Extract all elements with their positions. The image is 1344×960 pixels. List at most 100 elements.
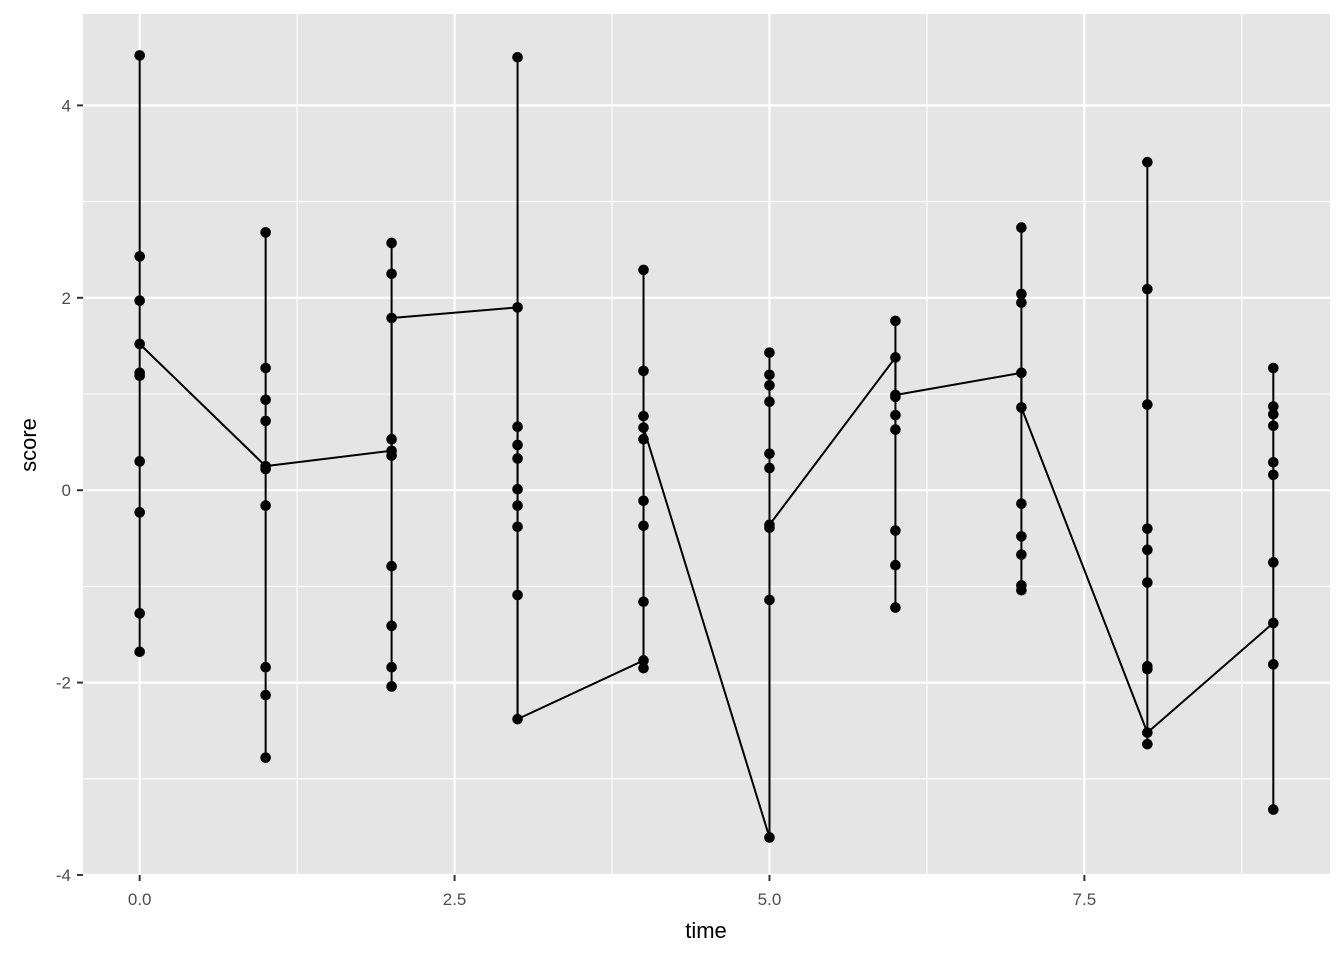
data-point [764,380,775,391]
data-point [1142,523,1153,534]
data-point [638,422,649,433]
data-point [260,463,271,475]
data-point [1016,288,1027,300]
data-point [134,646,145,658]
data-point [260,362,271,374]
data-point [1268,557,1279,568]
data-point [890,391,901,403]
data-point [764,462,775,474]
data-point [134,50,145,61]
y-tick-label: 4 [62,96,71,115]
data-point [1016,498,1027,509]
data-point [1142,544,1153,556]
data-point [134,251,145,262]
data-point [512,500,523,511]
data-point [1016,297,1027,308]
data-point [1016,367,1027,379]
data-point [386,237,397,249]
data-point [134,507,145,518]
x-tick-label: 2.5 [443,890,467,909]
data-point [260,500,271,511]
data-point [134,608,145,619]
y-axis: -4 -2 0 2 4 [56,96,83,885]
data-point [638,596,649,608]
data-point [386,268,397,280]
y-tick-label: -4 [56,866,71,885]
data-point [260,752,271,763]
data-point [260,394,271,406]
data-point [1016,549,1027,560]
data-point [1268,659,1279,670]
data-point [512,483,523,495]
data-point [1142,156,1153,168]
data-point [512,453,523,464]
data-point [1268,408,1279,420]
data-point [890,352,901,363]
data-point [764,594,775,606]
data-point [1268,469,1279,481]
data-point [764,522,775,534]
x-axis-title: time [685,918,727,943]
data-point [512,521,523,533]
data-point [1016,402,1027,413]
data-point [512,589,523,601]
data-point [764,832,775,843]
data-point [1016,584,1027,596]
x-axis: 0.0 2.5 5.0 7.5 [128,875,1096,909]
data-point [890,424,901,435]
data-point [764,369,775,381]
data-point [134,456,145,467]
data-point [1268,456,1279,468]
data-points [134,50,1279,843]
x-tick-label: 0.0 [128,890,152,909]
data-point [134,295,145,306]
data-point [1142,577,1153,588]
data-point [1268,617,1279,629]
data-point [638,410,649,422]
data-point [512,713,523,725]
data-point [1142,663,1153,675]
data-point [512,302,523,313]
data-point [386,433,397,445]
x-tick-label: 7.5 [1073,890,1097,909]
data-point [1268,401,1279,412]
data-point [1142,399,1153,410]
data-point [638,365,649,377]
data-point [890,315,901,327]
data-point [1268,804,1279,815]
data-point [1268,420,1279,432]
data-point [386,312,397,324]
data-point [890,409,901,421]
y-tick-label: 2 [62,289,71,308]
data-point [260,689,271,701]
x-tick-label: 5.0 [758,890,782,909]
plot-panel [83,14,1330,875]
data-point [386,661,397,673]
data-point [638,662,649,674]
data-point [134,370,145,382]
data-point [1268,362,1279,374]
data-point [512,439,523,451]
data-point [890,525,901,536]
data-point [638,433,649,445]
data-point [260,661,271,673]
data-point [386,681,397,692]
data-point [1016,222,1027,233]
data-point [638,655,649,666]
y-tick-label: -2 [56,674,71,693]
data-point [1142,738,1153,750]
data-point [386,450,397,461]
data-point [512,51,523,63]
data-point [638,264,649,276]
y-tick-label: 0 [62,481,71,500]
data-point [134,338,145,350]
data-point [1142,283,1153,295]
data-point [386,620,397,632]
data-point [638,495,649,507]
data-point [890,559,901,571]
data-point [764,347,775,358]
data-point [890,602,901,613]
data-point [764,396,775,407]
data-point [260,227,271,238]
